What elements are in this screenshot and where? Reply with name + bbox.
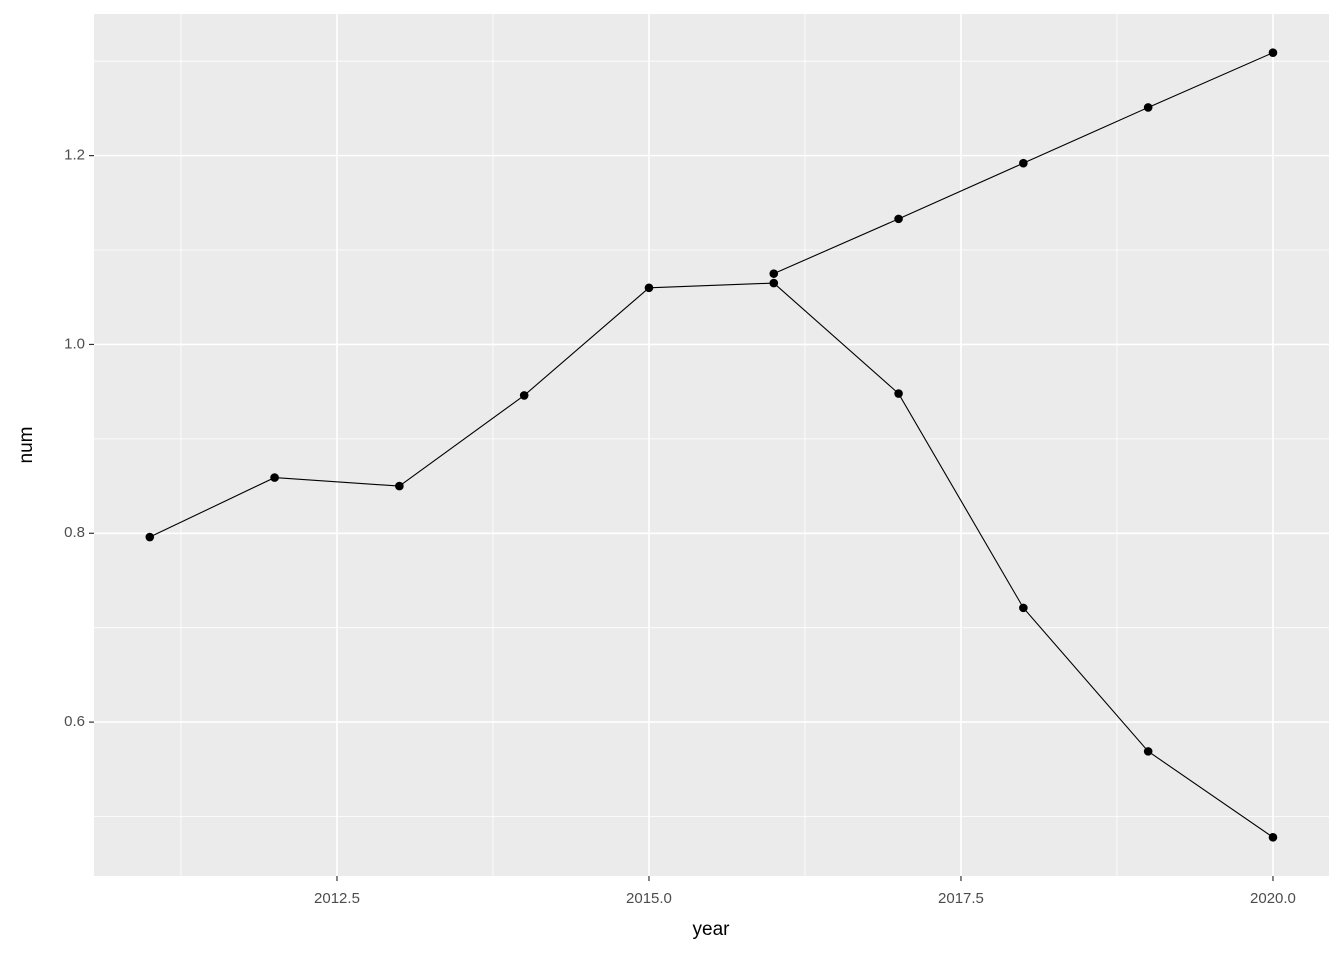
point	[270, 473, 279, 482]
y-tick-label: 0.8	[64, 524, 85, 541]
point	[1019, 158, 1028, 168]
point	[1268, 48, 1278, 58]
y-axis-title: num	[16, 427, 37, 464]
y-tick-label: 0.6	[64, 713, 85, 730]
point	[1268, 832, 1278, 842]
point	[769, 269, 779, 278]
panel	[94, 14, 1329, 876]
x-tick-label: 2012.5	[314, 890, 360, 907]
point	[1143, 747, 1153, 756]
y-tick-label: 1.0	[64, 335, 85, 352]
point	[644, 283, 654, 293]
y-tick-label: 1.2	[64, 147, 85, 164]
point	[145, 532, 155, 542]
x-axis-title: year	[693, 919, 731, 940]
point	[395, 481, 404, 491]
x-tick-label: 2015.0	[626, 890, 672, 907]
x-tick-label: 2020.0	[1250, 890, 1296, 907]
point	[894, 389, 903, 398]
point	[894, 214, 903, 224]
series-line	[149, 282, 1274, 838]
point	[769, 278, 779, 288]
point	[1019, 603, 1028, 613]
point	[519, 391, 529, 400]
x-tick-label: 2017.5	[938, 890, 984, 907]
point	[1143, 103, 1153, 112]
